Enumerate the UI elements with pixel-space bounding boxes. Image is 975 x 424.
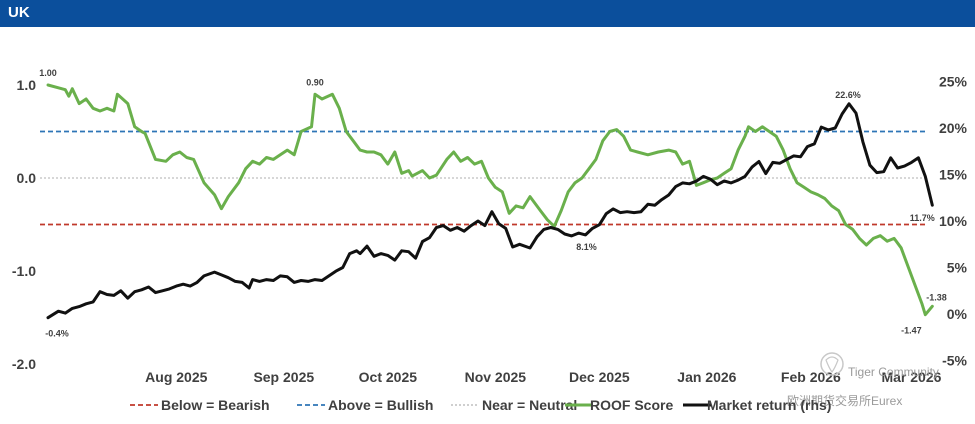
watermark: Tiger Community 欧洲期货交易所Eurex [787, 352, 939, 408]
legend: Below = Bearish Above = Bullish Near = Neu… [130, 397, 831, 413]
right-tick-label: 5% [947, 260, 968, 276]
left-tick-label: -1.0 [12, 263, 36, 279]
x-tick-label: Nov 2025 [465, 369, 527, 385]
x-axis-ticks: Aug 2025 Sep 2025 Oct 2025 Nov 2025 Dec 2025… [145, 369, 941, 385]
legend-label: ROOF Score [590, 397, 673, 413]
roof-score-line [46, 83, 934, 317]
legend-label: Below = Bearish [161, 397, 270, 413]
legend-label: Near = Neutral [482, 397, 577, 413]
right-tick-label: 20% [939, 120, 968, 136]
reference-lines [40, 130, 925, 226]
data-label: 0.90 [306, 77, 324, 87]
data-label: 11.7% [910, 213, 935, 223]
left-tick-label: 1.0 [17, 77, 37, 93]
x-tick-label: Mar 2026 [881, 369, 941, 385]
chart-title: UK [8, 4, 30, 21]
legend-label: Above = Bullish [328, 397, 433, 413]
x-tick-label: Sep 2025 [253, 369, 314, 385]
watermark-line2: 欧洲期货交易所Eurex [787, 393, 902, 408]
data-annotations: 1.00 0.90 -1.47 -1.38 -0.4% 8.1% 22.6% 11.7% [39, 68, 947, 339]
right-tick-label: 10% [939, 213, 968, 229]
right-tick-label: 0% [947, 306, 968, 322]
market-return-line [46, 102, 934, 320]
data-label: -0.4% [45, 329, 69, 339]
title-bar: UK [0, 0, 975, 27]
watermark-line1: Tiger Community [848, 365, 939, 379]
x-tick-label: Jan 2026 [677, 369, 736, 385]
series-lines [46, 83, 934, 320]
data-label: 22.6% [835, 90, 861, 100]
tiger-logo-icon [820, 352, 844, 376]
x-tick-label: Oct 2025 [359, 369, 418, 385]
left-tick-label: 0.0 [17, 170, 37, 186]
right-tick-label: 15% [939, 167, 968, 183]
x-tick-label: Aug 2025 [145, 369, 207, 385]
data-label: -1.47 [901, 326, 922, 336]
data-label: 8.1% [576, 242, 597, 252]
legend-label: Market return (rhs) [707, 397, 831, 413]
left-axis-ticks: 1.0 0.0 -1.0 -2.0 [12, 77, 36, 372]
x-tick-label: Dec 2025 [569, 369, 630, 385]
right-tick-label: -5% [942, 353, 967, 369]
data-label: 1.00 [39, 68, 57, 78]
data-label: -1.38 [926, 292, 947, 302]
left-tick-label: -2.0 [12, 356, 36, 372]
right-tick-label: 25% [939, 74, 968, 90]
right-axis-ticks: 25% 20% 15% 10% 5% 0% -5% [939, 74, 968, 369]
